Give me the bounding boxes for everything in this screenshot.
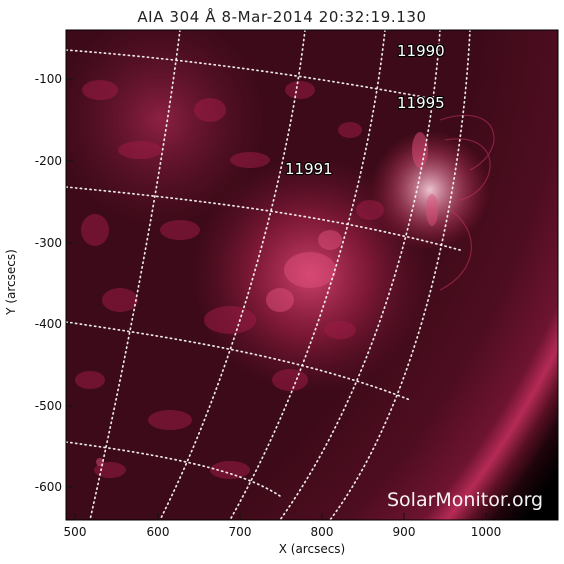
x-axis-label: X (arcsecs) xyxy=(279,542,346,556)
plot-frame xyxy=(65,29,559,521)
y-tick-label: -600 xyxy=(35,480,62,494)
y-axis-label: Y (arcsecs) xyxy=(4,249,18,316)
x-tick-label: 900 xyxy=(393,525,416,539)
y-tick-label: -100 xyxy=(35,72,62,86)
y-tick-label: -200 xyxy=(35,154,62,168)
x-tick-label: 1000 xyxy=(471,525,502,539)
heliographic-grid xyxy=(66,30,471,520)
y-tick-label: -500 xyxy=(35,399,62,413)
watermark-text: SolarMonitor.org xyxy=(387,489,543,511)
x-tick-label: 800 xyxy=(311,525,334,539)
y-tick-label: -300 xyxy=(35,236,62,250)
x-tick-label: 500 xyxy=(64,525,87,539)
region-label-11991: 11991 xyxy=(285,160,333,178)
region-label-11990: 11990 xyxy=(397,42,445,60)
x-tick-label: 700 xyxy=(229,525,252,539)
solar-disk-image: 11990 11995 11991 SolarMonitor.org xyxy=(66,30,558,520)
x-tick-label: 600 xyxy=(147,525,170,539)
x-axis: 500 600 700 800 900 1000 X (arcsecs) xyxy=(64,513,502,556)
plot-title: AIA 304 Å 8-Mar-2014 20:32:19.130 xyxy=(137,7,426,26)
y-axis: -100 -200 -300 -400 -500 -600 Y (arcsecs… xyxy=(4,72,73,494)
y-tick-label: -400 xyxy=(35,317,62,331)
region-label-11995: 11995 xyxy=(397,94,445,112)
